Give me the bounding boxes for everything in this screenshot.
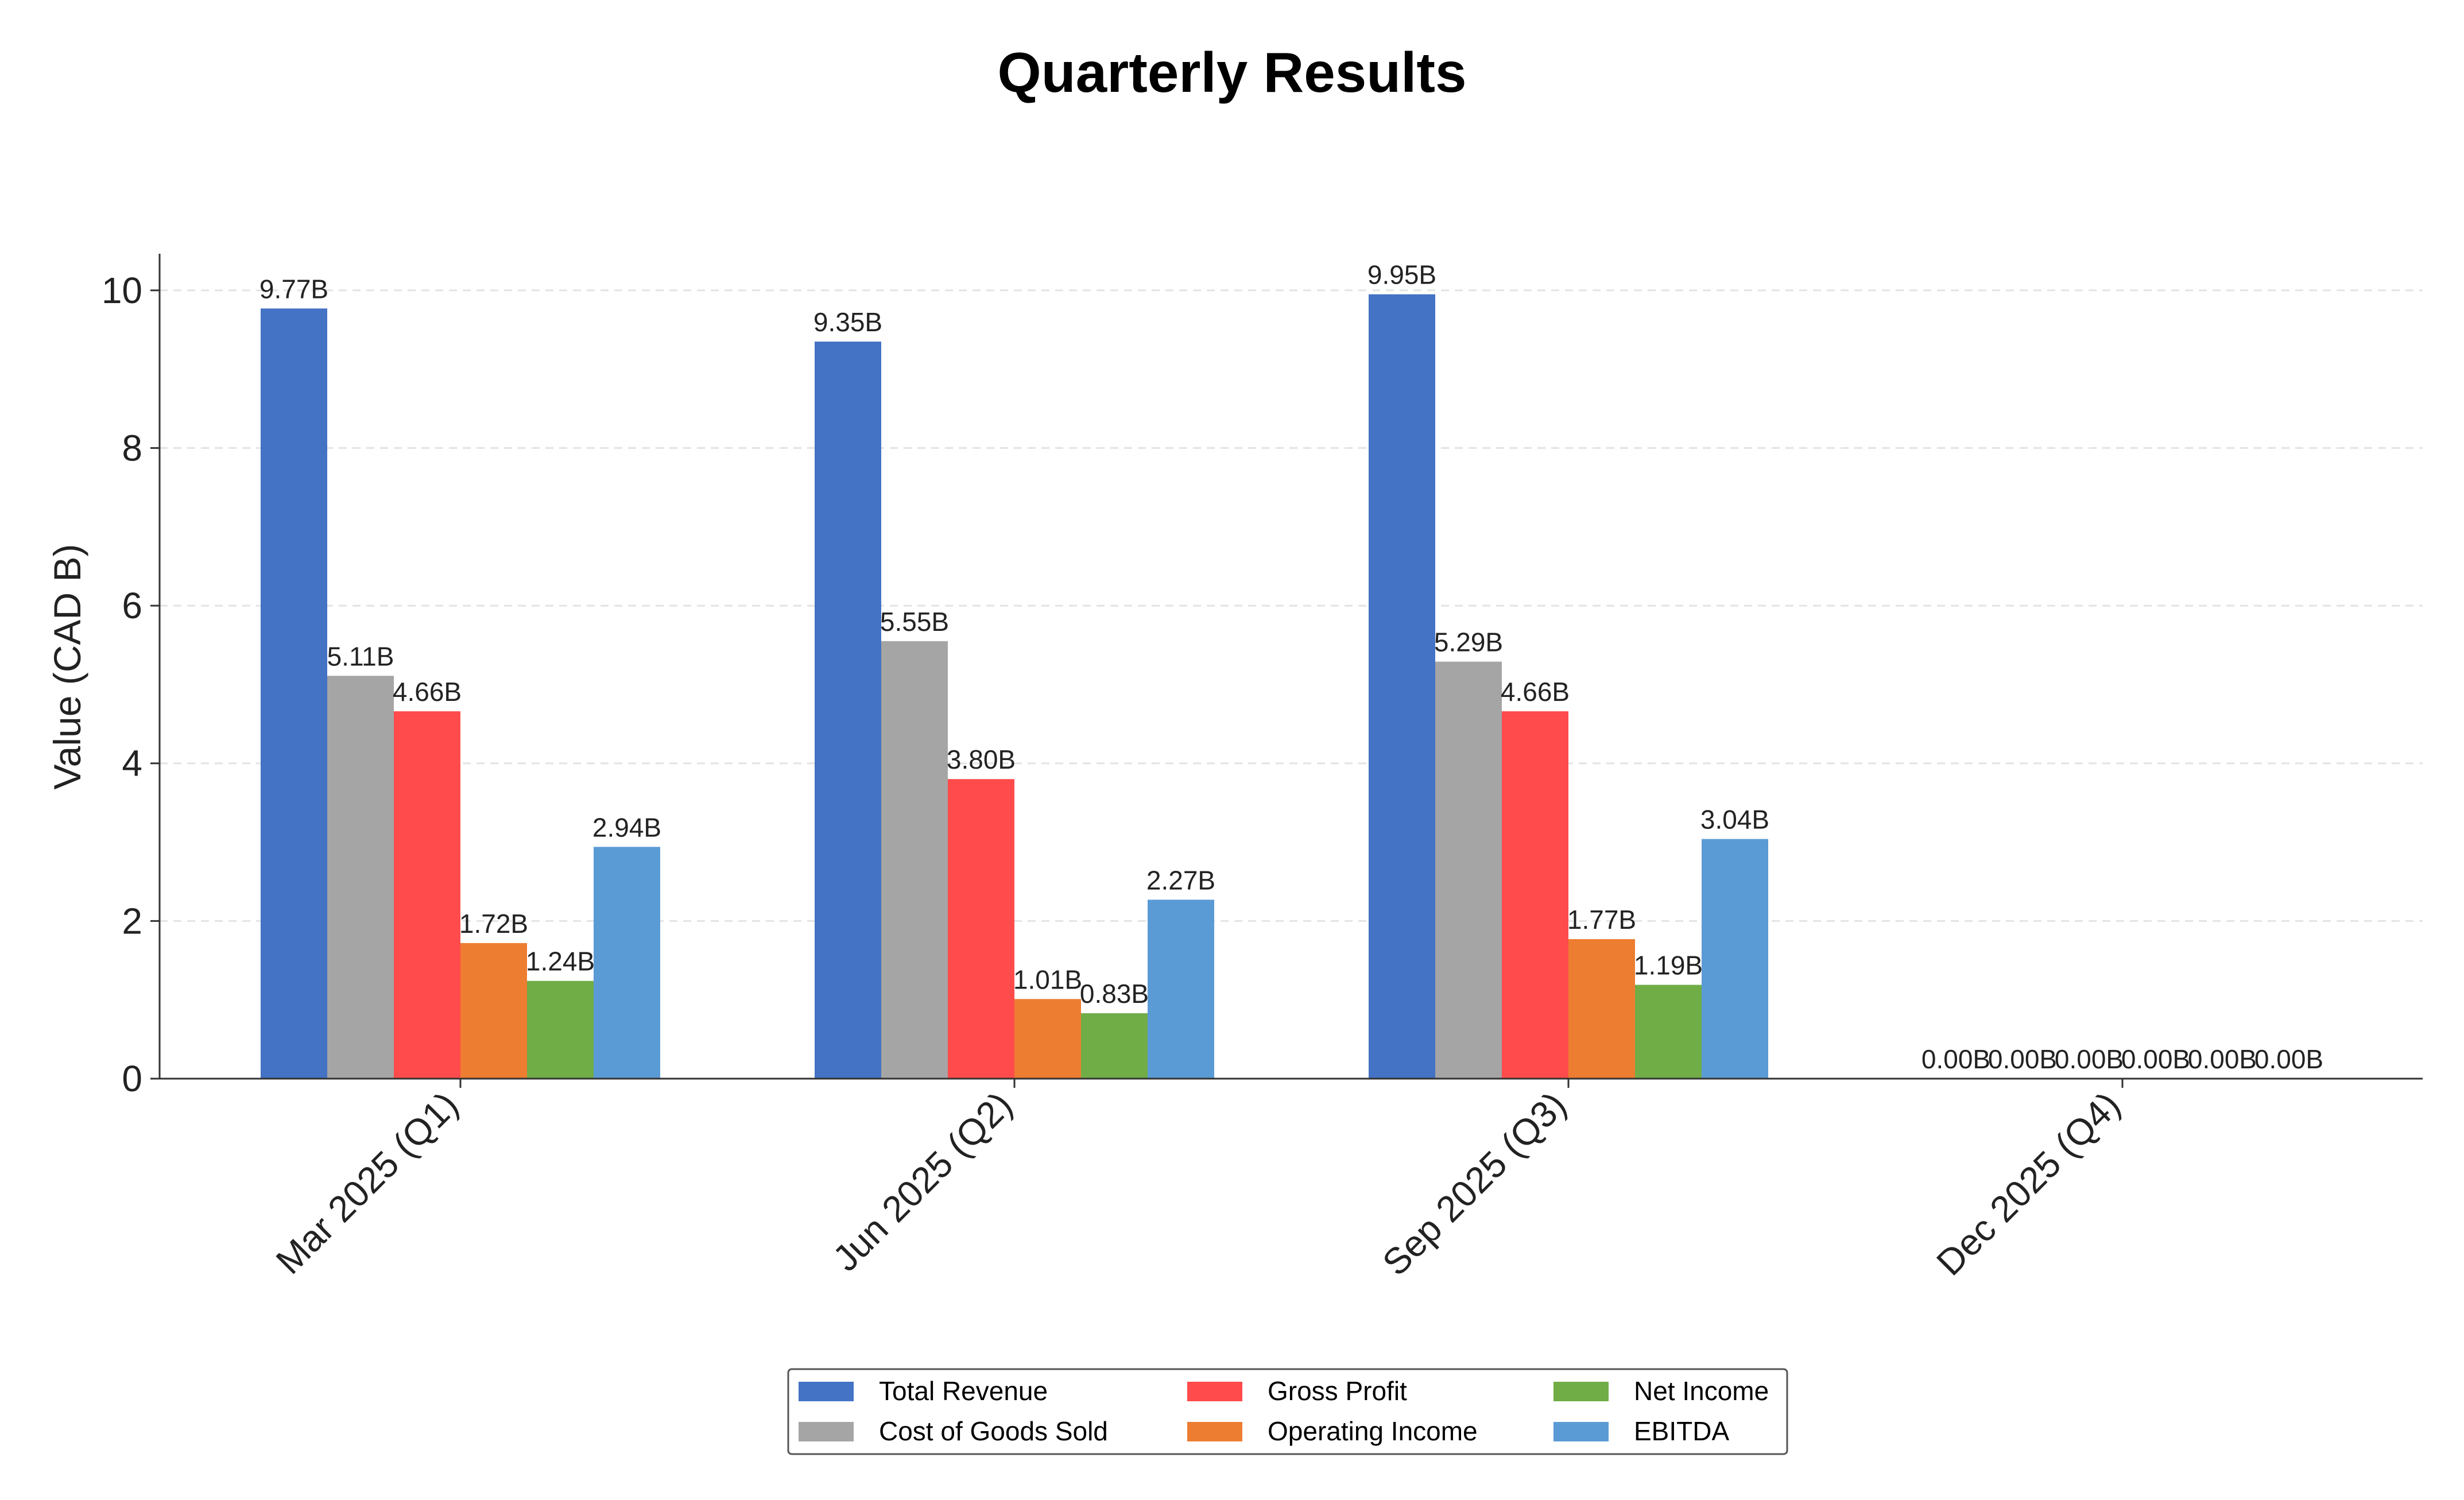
y-axis-label: Value (CAD B) — [46, 544, 88, 790]
value-label-3-0: 0.00B — [1921, 1044, 1990, 1074]
legend-label-2: Gross Profit — [1268, 1376, 1407, 1406]
value-label-0-1: 5.11B — [327, 641, 394, 671]
legend-swatch-5 — [1553, 1422, 1609, 1441]
chart-title: Quarterly Results — [997, 41, 1467, 104]
value-label-0-4: 1.24B — [526, 947, 595, 976]
value-label-1-1: 5.55B — [880, 607, 949, 637]
bar-2-0 — [1369, 294, 1435, 1079]
value-label-2-5: 3.04B — [1700, 805, 1769, 835]
value-label-3-1: 0.00B — [1988, 1044, 2057, 1074]
bars — [261, 294, 1768, 1079]
y-tick-label-0: 0 — [122, 1058, 142, 1099]
value-label-2-2: 4.66B — [1501, 677, 1570, 707]
legend-swatch-2 — [1187, 1382, 1242, 1401]
bar-2-4 — [1635, 985, 1702, 1079]
y-tick-label-8: 8 — [122, 427, 142, 468]
bar-0-0 — [261, 308, 327, 1079]
y-tick-label-10: 10 — [102, 270, 142, 311]
value-label-2-4: 1.19B — [1634, 951, 1703, 980]
bar-1-4 — [1081, 1013, 1148, 1079]
y-tick-label-2: 2 — [122, 900, 142, 941]
bar-2-5 — [1702, 839, 1768, 1079]
bar-2-2 — [1502, 711, 1568, 1079]
legend-label-1: Cost of Goods Sold — [879, 1416, 1108, 1446]
legend-swatch-1 — [799, 1422, 854, 1441]
legend: Total Revenue Cost of Goods Sold Gross Pro… — [787, 1368, 1788, 1455]
value-labels: 9.77B 5.11B 4.66B 1.72B 1.24B 2.94B 9.35B 5.55B… — [259, 260, 2323, 1074]
value-label-3-3: 0.00B — [2121, 1044, 2190, 1074]
bar-0-2 — [394, 711, 460, 1079]
value-label-3-4: 0.00B — [2188, 1044, 2257, 1074]
bar-1-1 — [881, 641, 948, 1079]
value-label-0-2: 4.66B — [393, 677, 462, 707]
legend-box — [787, 1368, 1788, 1455]
x-tick-label-3: Dec 2025 (Q4) — [1928, 1084, 2128, 1284]
bar-2-1 — [1435, 661, 1502, 1079]
value-label-1-0: 9.35B — [813, 307, 882, 337]
value-label-1-2: 3.80B — [947, 745, 1016, 774]
value-label-0-0: 9.77B — [259, 274, 328, 304]
x-tick-label-2: Sep 2025 (Q3) — [1374, 1084, 1574, 1284]
legend-label-5: EBITDA — [1634, 1416, 1729, 1446]
legend-label-4: Net Income — [1634, 1376, 1769, 1406]
legend-label-0: Total Revenue — [879, 1376, 1048, 1406]
value-label-3-5: 0.00B — [2254, 1044, 2323, 1074]
value-label-2-1: 5.29B — [1434, 627, 1503, 657]
bar-1-0 — [815, 342, 881, 1079]
legend-label-3: Operating Income — [1268, 1416, 1478, 1446]
legend-swatch-4 — [1553, 1382, 1609, 1401]
value-label-1-5: 2.27B — [1146, 865, 1215, 895]
bar-0-4 — [527, 980, 594, 1079]
legend-swatch-0 — [799, 1382, 854, 1401]
bar-1-2 — [948, 779, 1014, 1079]
legend-swatch-3 — [1187, 1422, 1242, 1441]
axes — [158, 254, 2423, 1080]
value-label-0-3: 1.72B — [459, 909, 528, 939]
x-tick-label-1: Jun 2025 (Q2) — [825, 1084, 1020, 1279]
value-label-2-0: 9.95B — [1367, 260, 1436, 290]
bar-1-5 — [1148, 900, 1214, 1079]
bar-0-3 — [460, 943, 527, 1079]
value-label-2-3: 1.77B — [1567, 905, 1636, 935]
y-tick-labels: 0 2 4 6 8 10 — [102, 270, 160, 1099]
value-label-0-5: 2.94B — [592, 812, 661, 842]
bar-0-1 — [327, 676, 394, 1079]
y-tick-label-4: 4 — [122, 743, 142, 784]
x-tick-labels: Mar 2025 (Q1) Jun 2025 (Q2) Sep 2025 (Q3) D… — [268, 1079, 2128, 1284]
bar-1-3 — [1014, 999, 1081, 1079]
grid-lines — [160, 289, 2423, 922]
bar-2-3 — [1568, 939, 1635, 1079]
value-label-1-4: 0.83B — [1080, 979, 1149, 1009]
x-tick-label-0: Mar 2025 (Q1) — [268, 1084, 466, 1282]
value-label-3-2: 0.00B — [2055, 1044, 2124, 1074]
y-tick-label-6: 6 — [122, 585, 142, 626]
value-label-1-3: 1.01B — [1013, 964, 1082, 994]
bar-0-5 — [594, 847, 660, 1079]
